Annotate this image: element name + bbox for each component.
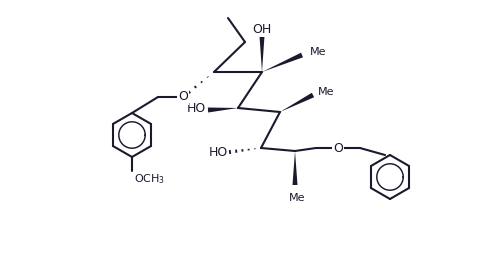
Text: HO: HO bbox=[187, 102, 206, 115]
Text: O: O bbox=[333, 142, 343, 155]
Polygon shape bbox=[280, 93, 314, 112]
Polygon shape bbox=[293, 151, 297, 185]
Text: Me: Me bbox=[289, 193, 305, 203]
Polygon shape bbox=[262, 53, 303, 72]
Text: Me: Me bbox=[310, 47, 326, 57]
Polygon shape bbox=[208, 108, 238, 112]
Text: OH: OH bbox=[253, 23, 272, 36]
Text: O: O bbox=[178, 91, 188, 103]
Text: Me: Me bbox=[318, 87, 334, 97]
Text: OCH$_3$: OCH$_3$ bbox=[134, 172, 165, 186]
Polygon shape bbox=[260, 36, 265, 72]
Text: HO: HO bbox=[209, 145, 228, 158]
